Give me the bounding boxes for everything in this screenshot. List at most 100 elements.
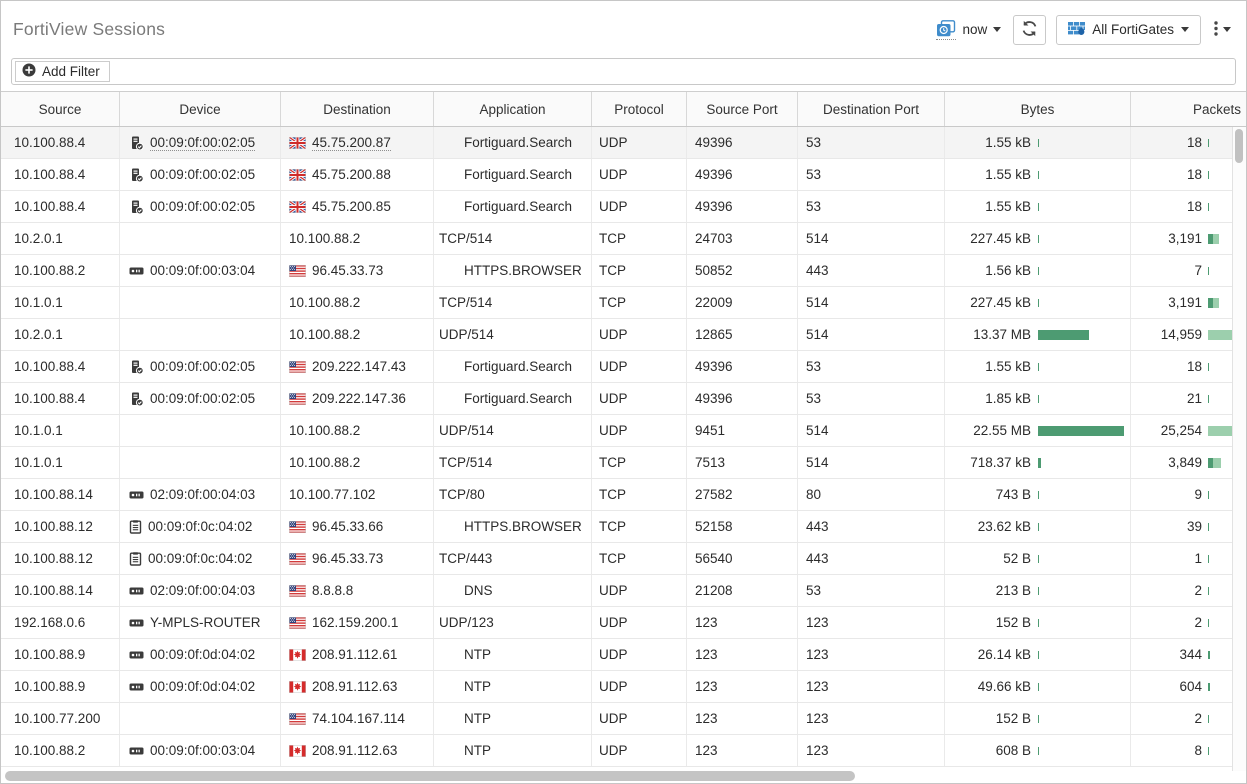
source-ip[interactable]: 10.100.88.2	[14, 743, 86, 758]
bytes-value[interactable]: 1.55 kB	[985, 135, 1031, 150]
time-period-dropdown[interactable]: now	[936, 19, 1003, 40]
device-id[interactable]: 00:09:0f:00:02:05	[150, 199, 256, 214]
destination-ip[interactable]: 208.91.112.63	[312, 743, 398, 758]
table-row[interactable]: 10.100.88.12 00:09:0f:0c:04:02 96.45.33.73…	[1, 543, 1246, 575]
source-ip[interactable]: 10.100.88.9	[14, 647, 86, 662]
bytes-value[interactable]: 1.56 kB	[985, 263, 1031, 278]
table-row[interactable]: 10.100.88.4 00:09:0f:00:02:05 209.222.147.…	[1, 383, 1246, 415]
device-id[interactable]: 00:09:0f:0c:04:02	[148, 519, 253, 534]
destination-ip[interactable]: 10.100.88.2	[289, 327, 361, 342]
bytes-value[interactable]: 718.37 kB	[970, 455, 1031, 470]
destination-ip[interactable]: 8.8.8.8	[312, 583, 354, 598]
bytes-value[interactable]: 26.14 kB	[977, 647, 1031, 662]
table-row[interactable]: 10.100.88.9 00:09:0f:0d:04:02 208.91.112.6…	[1, 671, 1246, 703]
source-ip[interactable]: 10.1.0.1	[14, 455, 63, 470]
source-ip[interactable]: 10.100.88.4	[14, 391, 86, 406]
table-row[interactable]: 10.100.88.4 00:09:0f:00:02:05 45.75.200.87…	[1, 127, 1246, 159]
destination-ip[interactable]: 10.100.88.2	[289, 295, 361, 310]
bytes-value[interactable]: 22.55 MB	[973, 423, 1031, 438]
destination-ip[interactable]: 96.45.33.73	[312, 263, 384, 278]
destination-ip[interactable]: 10.100.88.2	[289, 455, 361, 470]
column-header-source-port[interactable]: Source Port	[687, 92, 798, 126]
filter-bar[interactable]: Add Filter	[11, 58, 1236, 85]
application-name[interactable]: TCP/514	[439, 231, 493, 246]
bytes-value[interactable]: 1.55 kB	[985, 199, 1031, 214]
horizontal-scrollbar-thumb[interactable]	[5, 771, 855, 781]
bytes-value[interactable]: 1.55 kB	[985, 359, 1031, 374]
destination-ip[interactable]: 45.75.200.88	[312, 167, 391, 182]
table-row[interactable]: 10.1.0.1 10.100.88.2 UDP/514 UDP 9451 514 22.5…	[1, 415, 1246, 447]
source-ip[interactable]: 10.100.88.4	[14, 199, 86, 214]
destination-ip[interactable]: 208.91.112.61	[312, 647, 398, 662]
bytes-value[interactable]: 152 B	[995, 711, 1031, 726]
bytes-value[interactable]: 52 B	[1003, 551, 1031, 566]
packets-value[interactable]: 9	[1194, 487, 1202, 502]
source-ip[interactable]: 10.1.0.1	[14, 295, 63, 310]
source-ip[interactable]: 10.100.77.200	[14, 711, 101, 726]
source-ip[interactable]: 10.100.88.4	[14, 135, 86, 150]
table-row[interactable]: 10.100.88.9 00:09:0f:0d:04:02 208.91.112.6…	[1, 639, 1246, 671]
bytes-value[interactable]: 608 B	[995, 743, 1031, 758]
packets-value[interactable]: 604	[1179, 679, 1202, 694]
destination-ip[interactable]: 209.222.147.43	[312, 359, 406, 374]
destination-ip[interactable]: 10.100.88.2	[289, 423, 361, 438]
destination-ip[interactable]: 96.45.33.73	[312, 551, 384, 566]
source-ip[interactable]: 10.100.88.12	[14, 551, 93, 566]
application-name[interactable]: NTP	[464, 647, 491, 662]
application-name[interactable]: TCP/514	[439, 455, 493, 470]
source-ip[interactable]: 10.100.88.12	[14, 519, 93, 534]
source-ip[interactable]: 10.100.88.9	[14, 679, 86, 694]
packets-value[interactable]: 8	[1194, 743, 1202, 758]
packets-value[interactable]: 2	[1194, 583, 1202, 598]
application-name[interactable]: NTP	[464, 743, 491, 758]
table-row[interactable]: 10.100.88.2 00:09:0f:00:03:04 96.45.33.73 H…	[1, 255, 1246, 287]
application-name[interactable]: HTTPS.BROWSER	[464, 263, 582, 278]
more-options-menu[interactable]	[1211, 20, 1234, 39]
application-name[interactable]: NTP	[464, 711, 491, 726]
column-header-device[interactable]: Device	[120, 92, 281, 126]
table-row[interactable]: 10.100.88.2 00:09:0f:00:03:04 208.91.112.6…	[1, 735, 1246, 767]
device-id[interactable]: 00:09:0f:0d:04:02	[150, 679, 256, 694]
device-id[interactable]: 02:09:0f:00:04:03	[150, 583, 256, 598]
bytes-value[interactable]: 23.62 kB	[977, 519, 1031, 534]
packets-value[interactable]: 39	[1186, 519, 1202, 534]
refresh-button[interactable]	[1013, 14, 1047, 45]
source-ip[interactable]: 10.100.88.2	[14, 263, 86, 278]
destination-ip[interactable]: 209.222.147.36	[312, 391, 406, 406]
application-name[interactable]: Fortiguard.Search	[464, 199, 573, 214]
bytes-value[interactable]: 1.55 kB	[985, 167, 1031, 182]
column-header-bytes[interactable]: Bytes	[945, 92, 1131, 126]
packets-value[interactable]: 1	[1194, 551, 1202, 566]
table-row[interactable]: 10.100.77.200 74.104.167.114 NTP UDP 123 123 1…	[1, 703, 1246, 735]
application-name[interactable]: DNS	[464, 583, 493, 598]
table-row[interactable]: 10.100.88.14 02:09:0f:00:04:03 8.8.8.8 DNS U…	[1, 575, 1246, 607]
packets-value[interactable]: 18	[1186, 135, 1202, 150]
application-name[interactable]: UDP/514	[439, 423, 494, 438]
application-name[interactable]: HTTPS.BROWSER	[464, 519, 582, 534]
destination-ip[interactable]: 96.45.33.66	[312, 519, 384, 534]
bytes-value[interactable]: 213 B	[995, 583, 1031, 598]
table-row[interactable]: 10.100.88.4 00:09:0f:00:02:05 45.75.200.85…	[1, 191, 1246, 223]
table-row[interactable]: 10.2.0.1 10.100.88.2 UDP/514 UDP 12865 514 13.…	[1, 319, 1246, 351]
table-row[interactable]: 10.2.0.1 10.100.88.2 TCP/514 TCP 24703 514 227…	[1, 223, 1246, 255]
device-id[interactable]: 00:09:0f:00:02:05	[150, 391, 256, 406]
table-row[interactable]: 10.100.88.12 00:09:0f:0c:04:02 96.45.33.66…	[1, 511, 1246, 543]
application-name[interactable]: TCP/443	[439, 551, 493, 566]
bytes-value[interactable]: 1.85 kB	[985, 391, 1031, 406]
fortigate-selector[interactable]: All FortiGates	[1056, 14, 1201, 45]
device-id[interactable]: Y-MPLS-ROUTER	[150, 615, 261, 630]
device-id[interactable]: 00:09:0f:00:03:04	[150, 263, 256, 278]
column-header-destination[interactable]: Destination	[281, 92, 434, 126]
add-filter-button[interactable]: Add Filter	[15, 61, 110, 82]
column-header-application[interactable]: Application	[434, 92, 592, 126]
table-row[interactable]: 10.1.0.1 10.100.88.2 TCP/514 TCP 22009 514 227…	[1, 287, 1246, 319]
application-name[interactable]: TCP/514	[439, 295, 493, 310]
packets-value[interactable]: 18	[1186, 199, 1202, 214]
application-name[interactable]: UDP/514	[439, 327, 494, 342]
bytes-value[interactable]: 152 B	[995, 615, 1031, 630]
source-ip[interactable]: 10.1.0.1	[14, 423, 63, 438]
column-header-destination-port[interactable]: Destination Port	[798, 92, 945, 126]
source-ip[interactable]: 10.100.88.14	[14, 487, 93, 502]
vertical-scrollbar[interactable]	[1232, 127, 1246, 771]
packets-value[interactable]: 344	[1179, 647, 1202, 662]
